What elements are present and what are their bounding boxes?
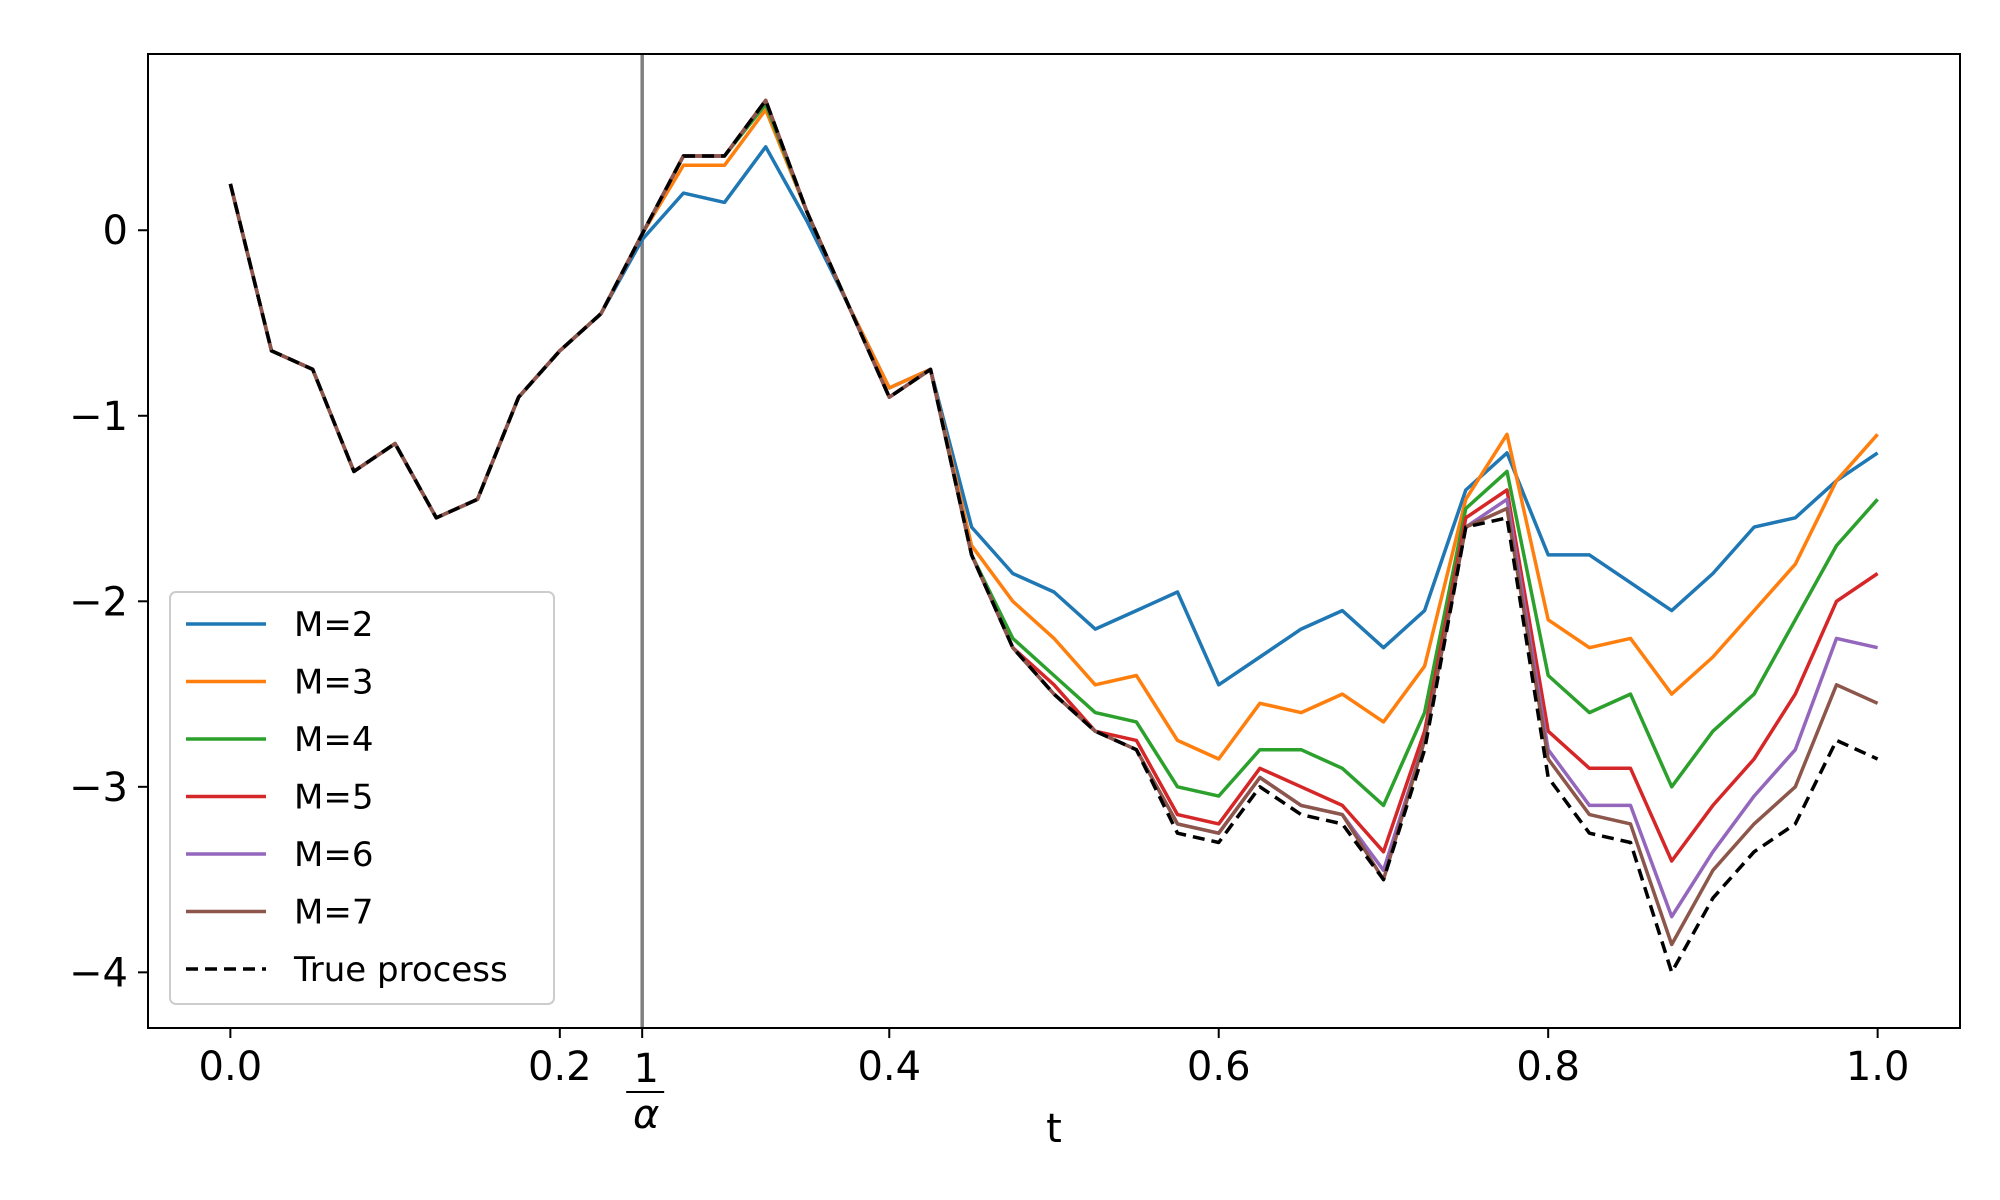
- y-tick-label: −3: [69, 765, 128, 811]
- x-tick-label: 1.0: [1846, 1044, 1910, 1090]
- fraction-denominator: α: [633, 1092, 659, 1138]
- x-tick-label: 0.6: [1187, 1044, 1251, 1090]
- series-line-true-process: [228, 98, 1879, 975]
- legend-label: M=3: [294, 663, 373, 703]
- x-axis-label: t: [1046, 1106, 1062, 1152]
- y-axis-ticks: 0 −1 −2 −3 −4: [69, 208, 148, 996]
- y-tick-label: −1: [69, 394, 128, 440]
- legend-label: M=6: [294, 835, 373, 875]
- legend: M=2 M=3 M=4 M=5 M=6 M=7 True process: [169, 591, 555, 1005]
- x-tick-label: 0.8: [1516, 1044, 1580, 1090]
- x-tick-label: 0.0: [199, 1044, 263, 1090]
- legend-label: M=2: [294, 605, 373, 645]
- plot-frame: [147, 53, 1961, 1029]
- vertical-marker-label: 1α: [626, 1028, 665, 1138]
- y-tick-label: 0: [103, 208, 128, 254]
- x-axis-ticks: 0.0 0.2 0.4 0.6 0.8 1.0: [199, 1028, 1910, 1090]
- legend-label: M=4: [294, 720, 373, 760]
- series-lines: [228, 98, 1879, 975]
- legend-box: [169, 591, 555, 1005]
- x-tick-label: 0.2: [528, 1044, 592, 1090]
- fraction-numerator: 1: [633, 1046, 658, 1092]
- y-tick-label: −2: [69, 579, 128, 625]
- y-tick-label: −4: [69, 950, 128, 996]
- legend-label: True process: [293, 950, 508, 990]
- x-tick-label: 0.4: [857, 1044, 921, 1090]
- legend-label: M=7: [294, 893, 373, 933]
- legend-label: M=5: [294, 778, 373, 818]
